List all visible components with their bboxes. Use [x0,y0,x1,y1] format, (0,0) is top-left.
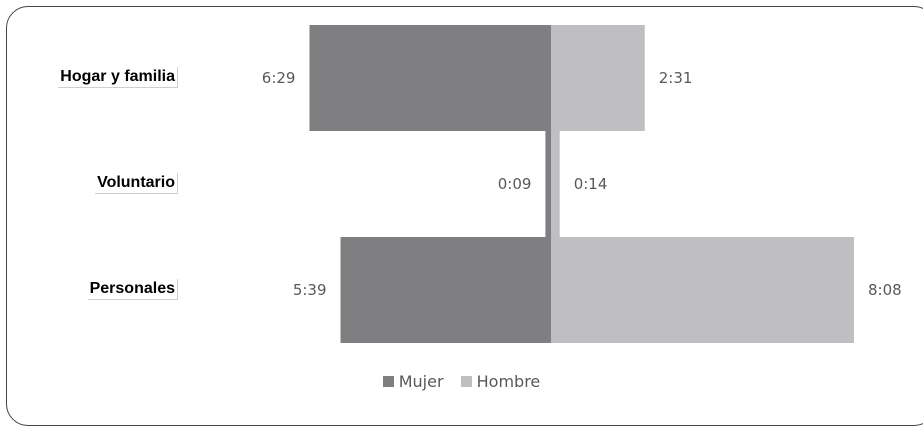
bar-hombre-voluntario [551,131,560,237]
legend-label-mujer: Mujer [398,372,444,391]
category-label-personales: Personales [87,279,178,300]
data-label-mujer-voluntario: 0:09 [498,175,532,193]
category-label-voluntario: Voluntario [95,173,178,194]
legend-label-hombre: Hombre [476,372,541,391]
data-label-mujer-hogar-y-familia: 6:29 [262,69,296,87]
category-label-hogar-y-familia: Hogar y familia [58,67,178,88]
legend-item-mujer: Mujer [382,372,444,391]
bar-chart: 6:29 2:31 0:09 0:14 5:39 8:08 [262,25,902,343]
legend-item-hombre: Hombre [460,372,541,391]
data-label-mujer-personales: 5:39 [293,281,327,299]
bar-mujer-hogar-y-familia [309,25,551,131]
bar-hombre-hogar-y-familia [551,25,645,131]
data-label-hombre-hogar-y-familia: 2:31 [659,69,693,87]
bar-hombre-personales [551,237,854,343]
data-label-hombre-personales: 8:08 [868,281,902,299]
bar-mujer-personales [340,237,551,343]
legend-swatch-mujer [382,376,394,387]
data-label-hombre-voluntario: 0:14 [574,175,608,193]
category-labels: Hogar y familia Voluntario Personales [0,0,178,401]
legend: Mujer Hombre [0,372,923,391]
bar-mujer-voluntario [545,131,551,237]
legend-swatch-hombre [460,376,472,387]
